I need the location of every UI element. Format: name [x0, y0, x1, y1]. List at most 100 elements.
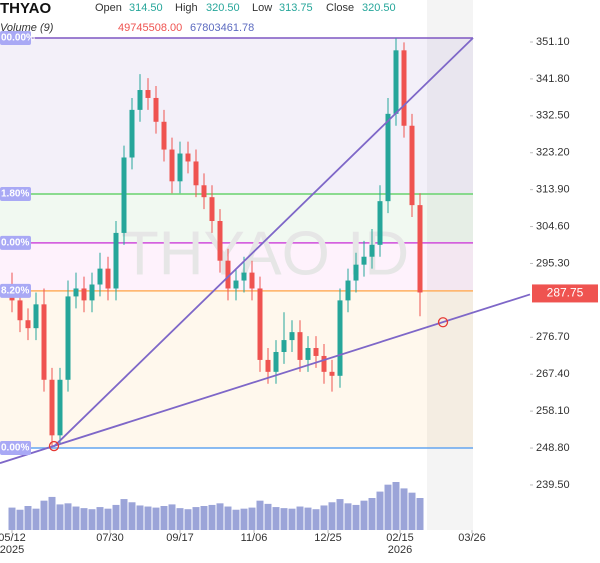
fib-band — [0, 194, 473, 243]
candle-body — [257, 288, 263, 360]
candle-body — [297, 332, 303, 360]
candle-body — [225, 260, 231, 289]
volume-bar — [72, 506, 80, 530]
y-tick-label: 323.20 — [536, 147, 570, 159]
last-price-label: 287.75 — [547, 286, 584, 300]
candle-body — [417, 205, 423, 293]
volume-ma: 67803461.78 — [190, 22, 254, 34]
x-tick-label: 09/17 — [166, 532, 194, 544]
volume-bar — [24, 506, 32, 530]
volume-bar — [104, 508, 112, 530]
header-value: 313.75 — [279, 2, 313, 14]
volume-bar — [152, 507, 160, 530]
volume-bar — [160, 506, 168, 530]
y-tick-label: 295.30 — [536, 257, 570, 269]
volume-value: 49745508.00 — [118, 22, 182, 34]
volume-bar — [64, 503, 72, 530]
candle-body — [129, 109, 135, 158]
volume-bar — [216, 503, 224, 530]
header-value: 320.50 — [362, 2, 396, 14]
x-tick-label: 05/12 — [0, 532, 26, 544]
candle-body — [369, 244, 375, 257]
fib-label: 00.00% — [1, 33, 35, 44]
candle-body — [321, 355, 327, 372]
candle-body — [145, 90, 151, 98]
candle-body — [345, 280, 351, 301]
volume-bar — [240, 508, 248, 530]
fib-label-box — [0, 441, 31, 456]
volume-bar — [400, 488, 408, 530]
volume-bar — [328, 502, 336, 530]
header-label: High — [175, 2, 198, 14]
candle-body — [281, 340, 287, 352]
candle-body — [233, 280, 239, 289]
fib-label-box — [0, 283, 31, 298]
volume-bar — [296, 506, 304, 530]
volume-bar — [344, 503, 352, 530]
candle-body — [209, 197, 215, 222]
volume-bar — [384, 484, 392, 530]
volume-bar — [80, 508, 88, 530]
y-tick-label: 304.60 — [536, 220, 570, 232]
candle-body — [217, 221, 223, 261]
volume-bar — [352, 504, 360, 530]
volume-bar — [336, 499, 344, 530]
header-label: Open — [95, 2, 122, 14]
header-value: 320.50 — [206, 2, 240, 14]
volume-bar — [120, 499, 128, 530]
y-tick-label: 276.70 — [536, 331, 570, 343]
y-tick-label: 267.40 — [536, 368, 570, 380]
volume-bar — [200, 506, 208, 530]
candle-body — [273, 351, 279, 372]
candle-body — [25, 320, 31, 329]
x-tick-label: 03/26 — [458, 532, 486, 544]
candle-body — [337, 300, 343, 376]
last-price-box — [532, 284, 598, 303]
fib-band — [0, 290, 473, 449]
candle-body — [161, 121, 167, 150]
anchor-point — [48, 440, 60, 452]
candle-body — [289, 332, 295, 341]
candle-body — [33, 304, 39, 329]
y-tick-label: 258.10 — [536, 405, 570, 417]
candle-body — [265, 359, 271, 372]
fib-label-box — [0, 235, 31, 250]
volume-bar — [304, 507, 312, 530]
y-tick-label: 341.80 — [536, 73, 570, 85]
volume-bar — [176, 508, 184, 530]
volume-bar — [360, 500, 368, 530]
candle-body — [313, 348, 319, 356]
y-tick-label: 248.80 — [536, 442, 570, 454]
y-tick-label: 239.50 — [536, 479, 570, 491]
candle-body — [97, 268, 103, 285]
candle-body — [177, 153, 183, 182]
volume-bar — [416, 498, 424, 530]
x-tick-label: 07/30 — [96, 532, 124, 544]
candle-body — [41, 304, 47, 380]
anchor-point — [437, 317, 449, 328]
volume-bar — [368, 498, 376, 530]
header-label: Low — [252, 2, 272, 14]
candle-body — [329, 371, 335, 376]
candle-body — [121, 157, 127, 233]
volume-bar — [112, 504, 120, 530]
watermark: THYAO ID — [121, 219, 409, 288]
volume-bar — [96, 507, 104, 530]
trend-line — [53, 37, 474, 448]
x-tick-label: 02/15 — [386, 532, 414, 544]
volume-bar — [184, 509, 192, 530]
candle-body — [185, 153, 191, 162]
volume-title: Volume (9) — [0, 22, 54, 34]
fib-label-box — [0, 187, 31, 202]
volume-bar — [32, 508, 40, 530]
trend-line — [0, 293, 531, 464]
volume-bar — [392, 482, 400, 530]
symbol: THYAO — [0, 0, 51, 17]
volume-bar — [168, 504, 176, 530]
volume-bar — [48, 496, 56, 530]
volume-bar — [144, 506, 152, 530]
fib-label-box — [0, 31, 31, 46]
header-label: Close — [326, 2, 354, 14]
plot-layer — [0, 37, 531, 530]
candle-body — [305, 348, 311, 360]
